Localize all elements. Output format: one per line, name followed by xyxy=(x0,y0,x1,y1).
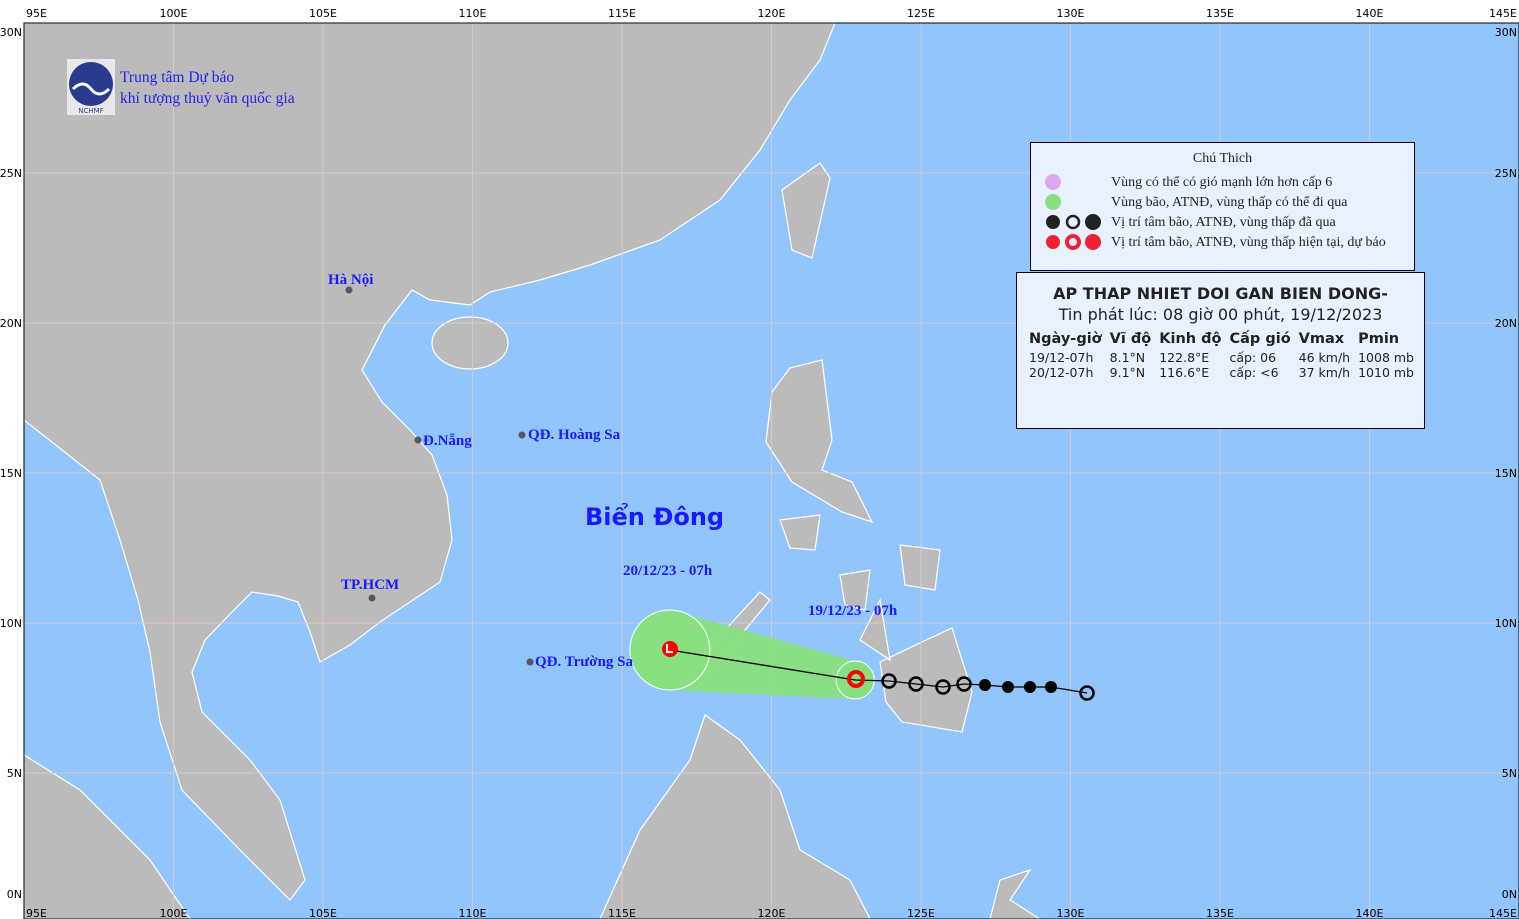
lon-tick-label: 110E xyxy=(459,7,487,20)
lon-tick-label: 145E xyxy=(1489,907,1517,919)
forecast-table: Ngày-giờ Vĩ độ Kinh độ Cấp gió Vmax Pmin 19/1… xyxy=(1025,331,1418,380)
lon-tick-label: 125E xyxy=(907,907,935,919)
lat-tick-label: 20N xyxy=(0,317,22,330)
green-circle-icon xyxy=(1045,194,1061,210)
past-low-icon xyxy=(935,679,951,695)
lon-tick-label: 95E xyxy=(26,7,47,20)
past-storm-icon xyxy=(1024,681,1036,693)
lon-tick-label: 125E xyxy=(907,7,935,20)
current-time-label: 19/12/23 - 07h xyxy=(808,603,898,619)
legend-item: Vùng có thể có gió mạnh lớn hơn cấp 6 xyxy=(1111,175,1333,190)
lon-tick-label: 95E xyxy=(26,907,47,919)
forecast-low-icon xyxy=(662,641,678,657)
lat-tick-label: 20N xyxy=(1495,317,1517,330)
issued-time: Tin phát lúc: 08 giờ 00 phút, 19/12/2023 xyxy=(1058,305,1383,324)
legend-item: Vị trí tâm bão, ATNĐ, vùng thấp hiện tại… xyxy=(1111,235,1386,250)
current-position-icon xyxy=(847,670,865,688)
lat-tick-label: 25N xyxy=(1495,167,1517,180)
lat-tick-label: 0N xyxy=(7,888,22,901)
lat-tick-label: 5N xyxy=(1502,767,1517,780)
forecast-cone xyxy=(669,610,856,699)
lat-tick-label: 5N xyxy=(7,767,22,780)
past-storm-icon xyxy=(1045,681,1057,693)
forecast-time-label: 20/12/23 - 07h xyxy=(623,563,713,579)
nchmf-logo: NCHMF xyxy=(67,59,115,115)
lon-tick-label: 130E xyxy=(1057,7,1085,20)
label-hanoi: Hà Nội xyxy=(328,272,374,288)
past-storm-icon xyxy=(979,679,991,691)
lon-tick-label: 120E xyxy=(758,907,786,919)
lon-tick-label: 130E xyxy=(1057,907,1085,919)
lon-tick-label: 145E xyxy=(1489,7,1517,20)
lon-tick-label: 140E xyxy=(1356,907,1384,919)
lon-tick-label: 135E xyxy=(1206,907,1234,919)
lat-tick-label: 30N xyxy=(0,26,22,39)
lon-tick-label: 115E xyxy=(608,907,636,919)
org-name: Trung tâm Dự báo khí tượng thuỷ văn quốc … xyxy=(120,69,295,107)
past-positions xyxy=(881,673,1095,701)
past-storm-icon xyxy=(1002,681,1014,693)
svg-text:NCHMF: NCHMF xyxy=(78,107,103,115)
legend-title: Chú Thich xyxy=(1192,151,1253,166)
storm-info-box: AP THAP NHIET DOI GAN BIEN DONG- Tin phá… xyxy=(1016,272,1425,429)
city-markers xyxy=(345,286,534,666)
lon-tick-label: 100E xyxy=(160,7,188,20)
lat-tick-label: 25N xyxy=(0,167,22,180)
past-low-icon xyxy=(1079,685,1095,701)
lon-tick-label: 120E xyxy=(758,7,786,20)
lon-tick-label: 105E xyxy=(309,907,337,919)
label-danang: Đ.Nẵng xyxy=(423,433,472,449)
track-line xyxy=(669,649,1088,694)
legend-item: Vị trí tâm bão, ATNĐ, vùng thấp đã qua xyxy=(1111,215,1336,230)
table-row: 19/12-07h 8.1°N 122.8°E cấp: 06 46 km/h 1008 … xyxy=(1029,350,1414,365)
past-low-icon xyxy=(881,673,897,689)
label-biendong: Biển Đông xyxy=(585,503,725,531)
storm-title: AP THAP NHIET DOI GAN BIEN DONG- xyxy=(1053,284,1388,303)
legend: Chú Thich Vùng có thể có gió mạnh lớn hơ… xyxy=(1030,142,1415,271)
lat-tick-label: 0N xyxy=(1502,888,1517,901)
past-low-icon xyxy=(956,676,972,692)
lat-tick-label: 30N xyxy=(1495,26,1517,39)
past-low-icon xyxy=(908,676,924,692)
legend-item: Vùng bão, ATNĐ, vùng thấp có thể đi qua xyxy=(1111,195,1348,210)
lat-tick-label: 10N xyxy=(1495,617,1517,630)
lat-tick-label: 10N xyxy=(0,617,22,630)
red-storm-symbols-icon xyxy=(1046,234,1101,250)
lat-tick-label: 15N xyxy=(0,467,22,480)
lat-tick-label: 15N xyxy=(1495,467,1517,480)
lon-tick-label: 135E xyxy=(1206,7,1234,20)
label-hcm: TP.HCM xyxy=(341,577,400,593)
label-hoangsa: QĐ. Hoàng Sa xyxy=(528,427,621,443)
black-storm-symbols-icon xyxy=(1046,214,1101,230)
lon-tick-label: 110E xyxy=(459,907,487,919)
lon-tick-label: 105E xyxy=(309,7,337,20)
lon-tick-label: 115E xyxy=(608,7,636,20)
lon-tick-label: 100E xyxy=(160,907,188,919)
label-truongsa: QĐ. Trường Sa xyxy=(535,654,634,670)
pink-circle-icon xyxy=(1045,174,1061,190)
table-row: 20/12-07h 9.1°N 116.6°E cấp: <6 37 km/h 1010 … xyxy=(1029,365,1414,380)
lon-tick-label: 140E xyxy=(1356,7,1384,20)
